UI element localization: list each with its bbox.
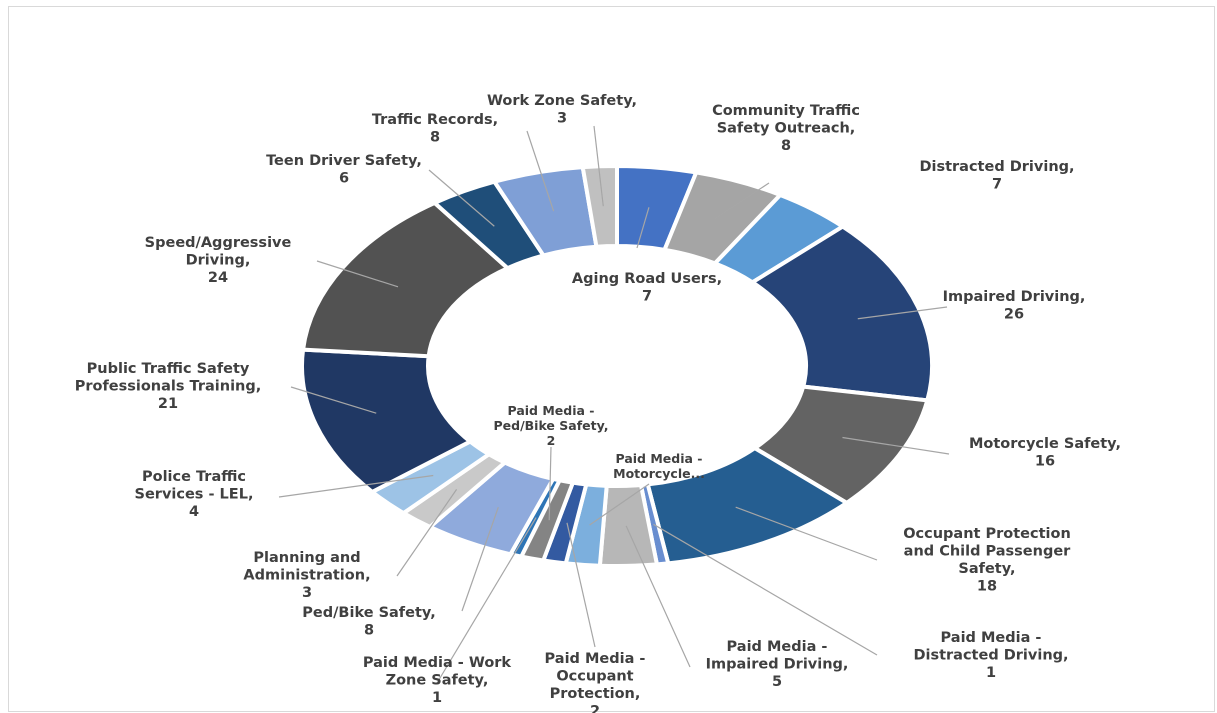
data-label-line: 2 [547,433,556,448]
data-label-line: Teen Driver Safety, [266,153,422,169]
data-label-line: Driving, [186,253,251,269]
data-label-line: Impaired Driving, [943,289,1086,305]
data-label-distracted-driving: Distracted Driving, 7 [919,159,1074,193]
data-label-planning-and-administration: Planning and Administration,3 [243,550,370,601]
data-label-line: 7 [992,177,1002,193]
data-label-line: Protection, [550,686,641,702]
data-label-paid-media-work-zone-safety: Paid Media - Work Zone Safety,1 [363,655,512,706]
data-label-traffic-records: Traffic Records, 8 [372,112,498,146]
data-label-paid-media-impaired-driving: Paid Media - Impaired Driving,5 [706,639,849,690]
donut-chart: Aging Road Users, 7 Community Traffic Safet… [9,7,1216,713]
data-label-ped-bike-safety: Ped/Bike Safety, 8 [302,605,435,639]
data-label-impaired-driving: Impaired Driving, 26 [943,289,1086,323]
data-label-line: Traffic Records, [372,112,498,128]
data-label-line: Paid Media - Work [363,655,512,671]
data-label-line: Community Traffic [712,103,860,119]
data-label-line: Safety Outreach, [717,121,856,137]
data-label-line: Motorcycle... [613,466,705,481]
data-label-line: Ped/Bike Safety, [493,418,608,433]
data-label-line: 26 [1004,307,1024,323]
data-label-line: Police Traffic [142,469,246,485]
data-label-line: 1 [986,665,996,681]
data-label-line: 8 [430,130,440,146]
data-label-line: Planning and [253,550,360,566]
data-label-line: 5 [772,674,782,690]
data-label-line: Distracted Driving, [913,648,1068,664]
data-label-line: Speed/Aggressive [145,235,292,251]
data-label-police-traffic-services-lel: Police Traffic Services - LEL,4 [135,469,254,520]
data-label-line: Services - LEL, [135,487,254,503]
data-label-line: Professionals Training, [75,379,262,395]
data-label-line: Impaired Driving, [706,657,849,673]
data-label-paid-media-distracted-driving: Paid Media - Distracted Driving,1 [913,630,1068,681]
data-label-line: 8 [781,138,791,154]
chart-frame: Aging Road Users, 7 Community Traffic Safet… [8,6,1215,712]
data-label-paid-media-ped-bike-safety: Paid Media -Ped/Bike Safety,2 [493,403,608,448]
data-label-aging-road-users: Aging Road Users, 7 [572,271,722,305]
data-label-line: Ped/Bike Safety, [302,605,435,621]
data-label-line: Zone Safety, [386,673,489,689]
data-label-line: Administration, [243,568,370,584]
data-label-line: Safety, [958,561,1015,577]
data-label-line: Aging Road Users, [572,271,722,287]
data-label-line: Occupant [556,669,633,685]
data-label-line: 16 [1035,454,1055,470]
data-label-line: 21 [158,396,178,412]
data-label-line: Paid Media - [941,630,1042,646]
data-label-line: 8 [364,623,374,639]
data-label-line: Work Zone Safety, [487,93,637,109]
data-label-work-zone-safety: Work Zone Safety, 3 [487,93,637,127]
data-label-line: 3 [557,111,567,127]
data-label-line: Public Traffic Safety [87,361,250,377]
data-label-line: and Child Passenger [904,544,1072,560]
data-label-line: Occupant Protection [903,526,1071,542]
data-label-line: Paid Media - [727,639,828,655]
data-label-line: 4 [189,504,199,520]
data-label-paid-media-motorcycle-safety: Paid Media -Motorcycle... [613,451,705,481]
data-label-community-traffic-safety-outreach: Community Traffic Safety Outreach,8 [712,103,860,154]
data-label-line: 24 [208,270,228,286]
data-label-line: Paid Media - [616,451,703,466]
data-label-line: 18 [977,579,997,595]
data-label-teen-driver-safety: Teen Driver Safety, 6 [266,153,422,187]
data-label-line: Distracted Driving, [919,159,1074,175]
data-label-line: Paid Media - [508,403,595,418]
data-label-public-traffic-safety-professionals-training: Public Traffic Safety Professionals Train… [75,361,262,412]
data-label-motorcycle-safety: Motorcycle Safety, 16 [969,436,1121,470]
data-label-speed-aggressive-driving: Speed/Aggressive Driving,24 [145,235,292,286]
data-label-line: 1 [432,690,442,706]
data-label-line: 7 [642,289,652,305]
data-label-line: Paid Media - [545,651,646,667]
data-label-line: Motorcycle Safety, [969,436,1121,452]
data-label-line: 3 [302,585,312,601]
data-label-line: 6 [339,171,349,187]
